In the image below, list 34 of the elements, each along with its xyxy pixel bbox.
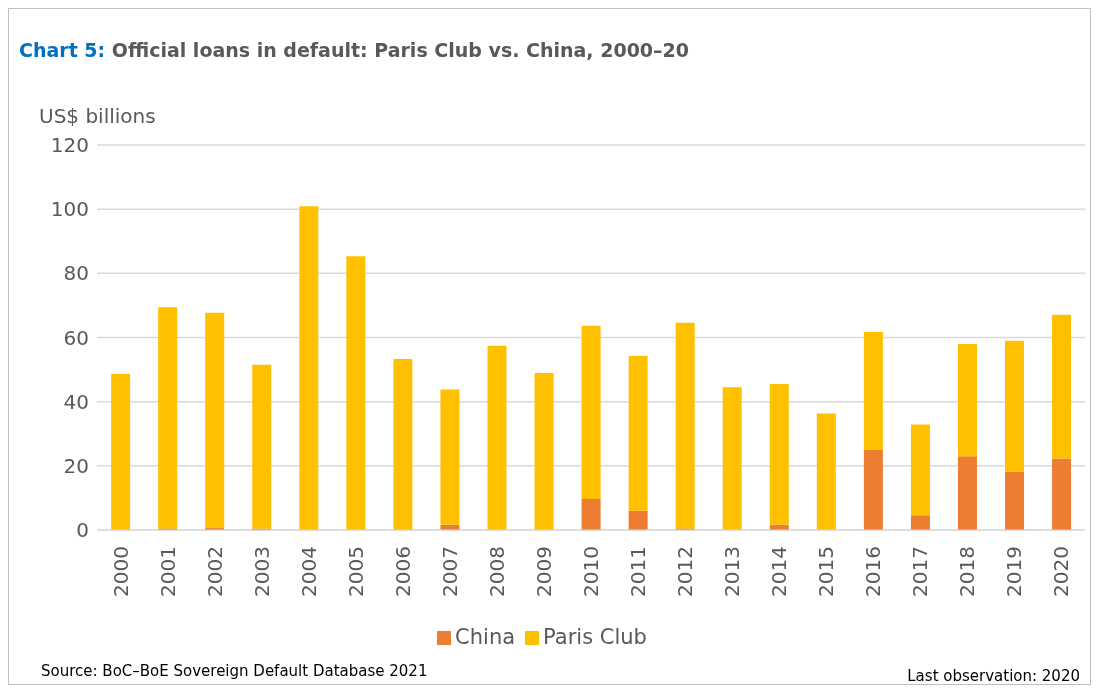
x-tick-label: 2013 (720, 546, 745, 597)
x-tick-label: 2019 (1002, 546, 1027, 597)
y-tick-label: 40 (63, 389, 89, 414)
x-tick-label: 2002 (202, 546, 227, 597)
y-tick-label: 20 (63, 453, 89, 478)
y-tick-label: 100 (50, 197, 89, 222)
x-tick-label: 2015 (814, 546, 839, 597)
y-tick-label: 60 (63, 325, 89, 350)
text: Last observation: 2020 (907, 667, 1080, 685)
x-tick-label: 2008 (484, 546, 509, 597)
chart-title: Chart 5: Official loans in default: Paris Club vs. China, 2000–20 (19, 39, 690, 61)
x-tick-label: 2020 (1049, 546, 1074, 597)
x-tick-label: 2010 (579, 546, 603, 597)
y-tick-label: 0 (76, 518, 89, 543)
x-tick-label: 2004 (296, 546, 321, 597)
y-tick-label: 120 (50, 133, 89, 158)
x-tick-label: 2012 (673, 546, 698, 597)
x-tick-label: 2006 (390, 546, 415, 597)
x-tick-label: 2003 (249, 546, 274, 597)
x-tick-label: 2007 (437, 546, 462, 597)
x-tick-label: 2009 (531, 546, 556, 597)
x-tick-label: 2000 (108, 546, 133, 597)
x-tick-label: 2017 (908, 546, 933, 597)
x-tick-label: 2018 (955, 546, 980, 597)
legend-label: Paris Club (543, 625, 647, 649)
source-note: Source: BoC–BoE Sovereign Default Database 2021 (41, 662, 428, 680)
y-tick-label: 80 (63, 261, 89, 286)
x-tick-label: 2014 (767, 546, 792, 597)
x-tick-label: 2001 (155, 546, 180, 597)
legend-label: China (455, 625, 516, 649)
y-axis-title: US$ billions (39, 104, 156, 128)
x-tick-label: 2011 (626, 546, 651, 597)
x-tick-label: 2005 (343, 546, 368, 597)
x-tick-label: 2016 (861, 546, 886, 597)
